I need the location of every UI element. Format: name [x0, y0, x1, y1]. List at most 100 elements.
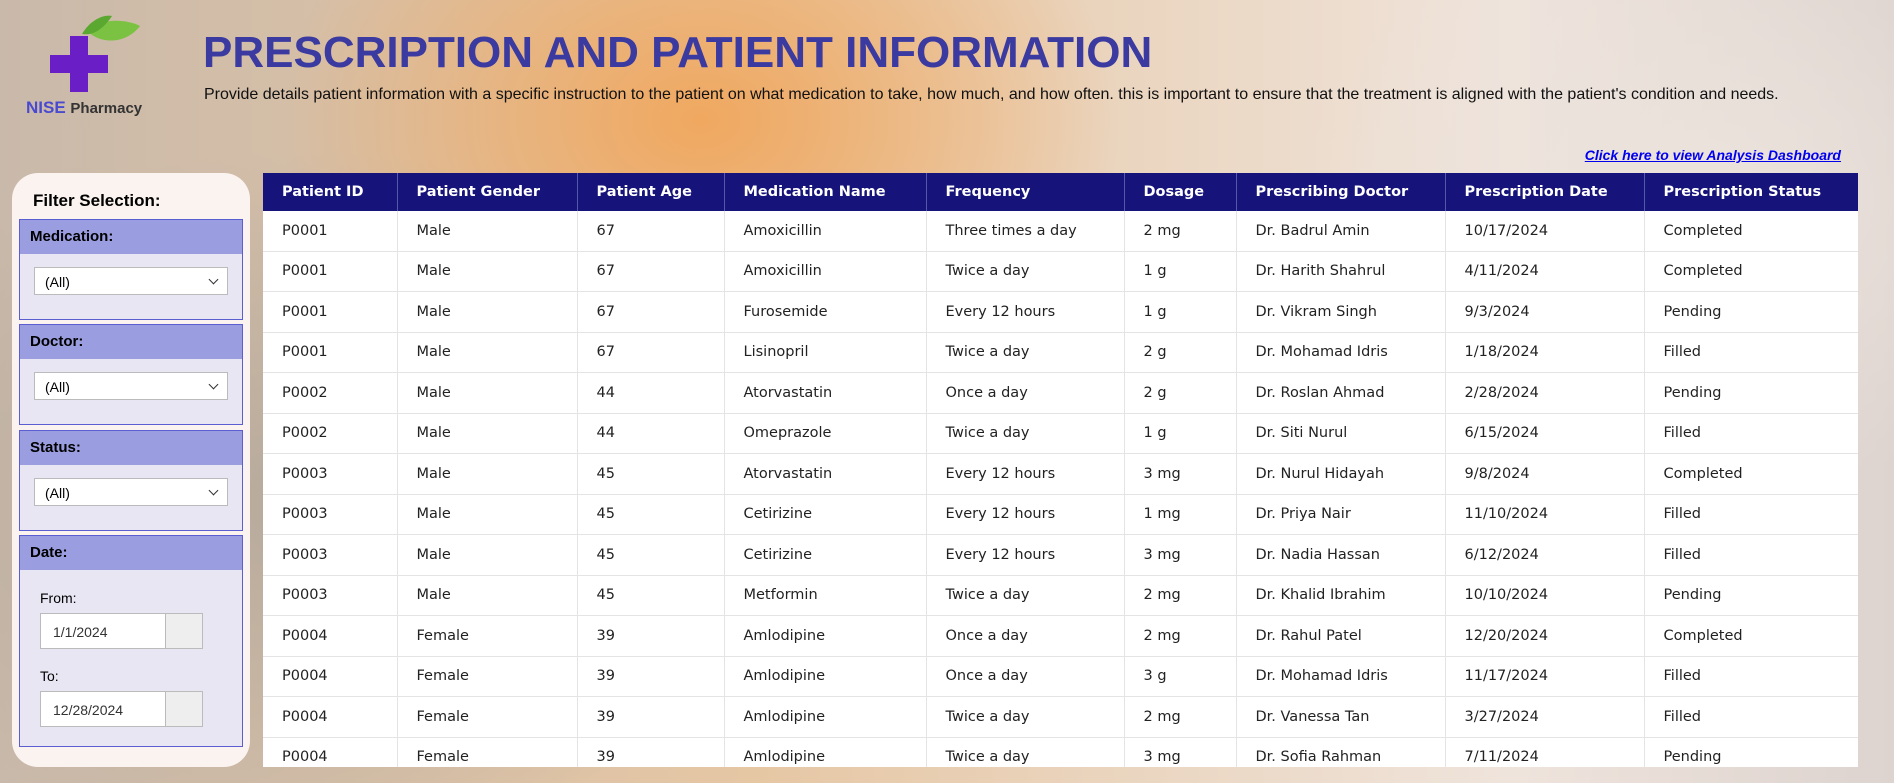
table-cell: 45 [577, 534, 725, 576]
logo-text: NISE Pharmacy [26, 98, 142, 118]
table-cell: Dr. Priya Nair [1236, 494, 1446, 535]
table-cell: 3 mg [1124, 453, 1237, 495]
to-date[interactable]: 12/28/2024 [40, 691, 203, 727]
to-value: 12/28/2024 [53, 702, 124, 718]
table-cell: Completed [1644, 211, 1858, 252]
table-cell: Completed [1644, 251, 1858, 292]
table-cell: 3 mg [1124, 737, 1237, 767]
table-cell: Female [397, 615, 578, 657]
table-cell: 45 [577, 494, 725, 535]
table-cell: Dr. Badrul Amin [1236, 211, 1446, 252]
table-cell: 6/15/2024 [1445, 413, 1645, 454]
table-row: P0003 Male 45 Metformin Twice a day 2 mg Dr. K… [263, 575, 1858, 616]
column-header: Prescribing Doctor [1236, 173, 1446, 211]
table-row: P0004 Female 39 Amlodipine Once a day 2 mg Dr.… [263, 615, 1858, 657]
table-cell: 67 [577, 332, 725, 373]
table-cell: 9/3/2024 [1445, 291, 1645, 333]
column-header: Patient Age [577, 173, 725, 211]
table-cell: Dr. Vanessa Tan [1236, 696, 1446, 738]
status-select[interactable]: (All) [34, 478, 228, 506]
table-cell: 45 [577, 453, 725, 495]
table-cell: 7/11/2024 [1445, 737, 1645, 767]
dashboard-link[interactable]: Click here to view Analysis Dashboard [1584, 147, 1841, 163]
table-cell: 1 g [1124, 251, 1237, 292]
logo-brand: NISE [26, 98, 66, 117]
table-cell: Male [397, 494, 578, 535]
table-row: P0003 Male 45 Atorvastatin Every 12 hours 3 m… [263, 453, 1858, 495]
table-cell: Twice a day [926, 575, 1125, 616]
table-cell: P0003 [263, 494, 398, 535]
table-cell: P0004 [263, 737, 398, 767]
table-cell: Atorvastatin [724, 372, 927, 414]
column-header: Medication Name [724, 173, 927, 211]
table-row: P0003 Male 45 Cetirizine Every 12 hours 3 mg D… [263, 534, 1858, 576]
table-cell: Male [397, 413, 578, 454]
table-cell: Every 12 hours [926, 494, 1125, 535]
filter-label: Date: [20, 536, 242, 570]
table-cell: 39 [577, 737, 725, 767]
calendar-icon[interactable] [165, 614, 202, 648]
table-cell: 3/27/2024 [1445, 696, 1645, 738]
table-cell: 39 [577, 696, 725, 738]
table-cell: Twice a day [926, 413, 1125, 454]
table-cell: Filled [1644, 696, 1858, 738]
calendar-icon[interactable] [165, 692, 202, 726]
filter-panel: Filter Selection: Medication: (All) Docto… [12, 173, 250, 767]
table-cell: Amoxicillin [724, 211, 927, 252]
medication-filter: Medication: (All) [19, 219, 243, 320]
from-value: 1/1/2024 [53, 624, 108, 640]
table-cell: 2/28/2024 [1445, 372, 1645, 414]
column-header: Patient ID [263, 173, 398, 211]
table-cell: Twice a day [926, 696, 1125, 738]
table-cell: Male [397, 332, 578, 373]
table-cell: 10/17/2024 [1445, 211, 1645, 252]
table-cell: Every 12 hours [926, 534, 1125, 576]
table-cell: Dr. Nurul Hidayah [1236, 453, 1446, 495]
table-cell: 44 [577, 413, 725, 454]
logo-suffix: Pharmacy [70, 100, 143, 117]
column-header: Dosage [1124, 173, 1237, 211]
table-cell: 3 mg [1124, 534, 1237, 576]
from-label: From: [40, 590, 77, 606]
table-cell: Three times a day [926, 211, 1125, 252]
table-cell: 4/11/2024 [1445, 251, 1645, 292]
table-cell: P0003 [263, 453, 398, 495]
table-cell: Dr. Sofia Rahman [1236, 737, 1446, 767]
table-container: Patient ID Patient Gender Patient Age Medic… [263, 173, 1858, 767]
table-cell: 1 g [1124, 413, 1237, 454]
table-cell: 6/12/2024 [1445, 534, 1645, 576]
filter-label: Doctor: [20, 325, 242, 359]
table-cell: Filled [1644, 413, 1858, 454]
table-cell: Every 12 hours [926, 291, 1125, 333]
table-cell: Twice a day [926, 251, 1125, 292]
table-cell: 3 g [1124, 656, 1237, 697]
from-date[interactable]: 1/1/2024 [40, 613, 203, 649]
table-cell: 10/10/2024 [1445, 575, 1645, 616]
table-cell: 39 [577, 615, 725, 657]
table-cell: Dr. Siti Nurul [1236, 413, 1446, 454]
table-cell: Pending [1644, 737, 1858, 767]
table-cell: Dr. Rahul Patel [1236, 615, 1446, 657]
table-cell: Amlodipine [724, 737, 927, 767]
table-cell: Amlodipine [724, 656, 927, 697]
table-cell: Every 12 hours [926, 453, 1125, 495]
table-cell: P0001 [263, 291, 398, 333]
table-cell: 67 [577, 291, 725, 333]
date-filter: Date: From: 1/1/2024 To: 12/28/2024 [19, 535, 243, 747]
table-cell: Amlodipine [724, 615, 927, 657]
title: PRESCRIPTION AND PATIENT INFORMATION [203, 28, 1153, 77]
table-cell: Amoxicillin [724, 251, 927, 292]
table-row: P0004 Female 39 Amlodipine Twice a day 3 mg Dr… [263, 737, 1858, 767]
medication-select[interactable]: (All) [34, 267, 228, 295]
table-cell: P0004 [263, 656, 398, 697]
table-cell: Dr. Khalid Ibrahim [1236, 575, 1446, 616]
logo-icon [50, 15, 140, 92]
table-cell: Male [397, 372, 578, 414]
table-row: P0002 Male 44 Atorvastatin Once a day 2 g Dr. … [263, 372, 1858, 414]
table-row: P0001 Male 67 Lisinopril Twice a day 2 g Dr. M… [263, 332, 1858, 373]
table-cell: 2 mg [1124, 211, 1237, 252]
table-cell: P0002 [263, 372, 398, 414]
table-cell: Dr. Vikram Singh [1236, 291, 1446, 333]
table-cell: 44 [577, 372, 725, 414]
doctor-select[interactable]: (All) [34, 372, 228, 400]
